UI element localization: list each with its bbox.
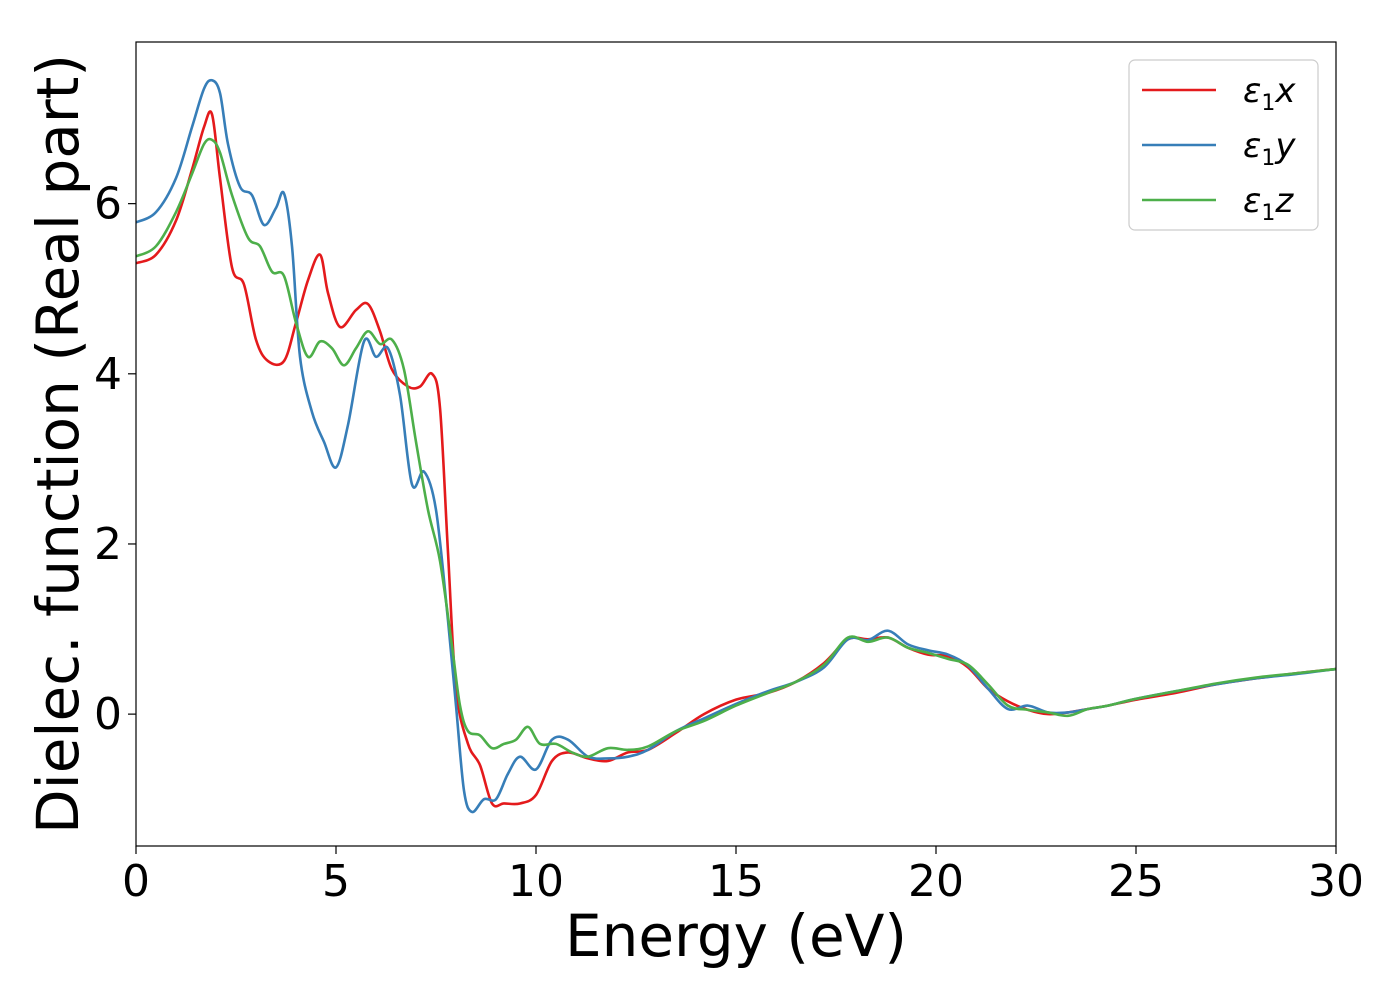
x-tick-label: 0: [122, 856, 150, 907]
legend-label-z: ε1z: [1243, 181, 1294, 226]
y-axis: 0 2 4 6: [94, 179, 136, 740]
x-axis: 0 5 10 15 20 25 30: [122, 846, 1364, 907]
x-tick-label: 5: [322, 856, 350, 907]
x-axis-title: Energy (eV): [565, 902, 907, 970]
legend-label-x: ε1x: [1243, 71, 1296, 116]
x-tick-label: 30: [1308, 856, 1364, 907]
series-line-x: [135, 110, 1337, 808]
legend: ε1x ε1y ε1z: [1128, 59, 1319, 231]
legend-box: [1128, 59, 1319, 231]
y-axis-title: Dielec. function (Real part): [24, 54, 92, 834]
y-tick-label: 0: [94, 689, 122, 740]
legend-label-y: ε1y: [1243, 126, 1296, 171]
x-tick-label: 10: [508, 856, 564, 907]
series-line-y: [135, 78, 1337, 814]
x-tick-label: 15: [708, 856, 764, 907]
x-tick-label: 25: [1108, 856, 1164, 907]
series-layer: [135, 78, 1337, 814]
y-tick-label: 6: [94, 179, 122, 230]
series-line-z: [135, 137, 1337, 759]
y-tick-label: 2: [94, 519, 122, 570]
y-tick-label: 4: [94, 349, 122, 400]
x-tick-label: 20: [908, 856, 964, 907]
